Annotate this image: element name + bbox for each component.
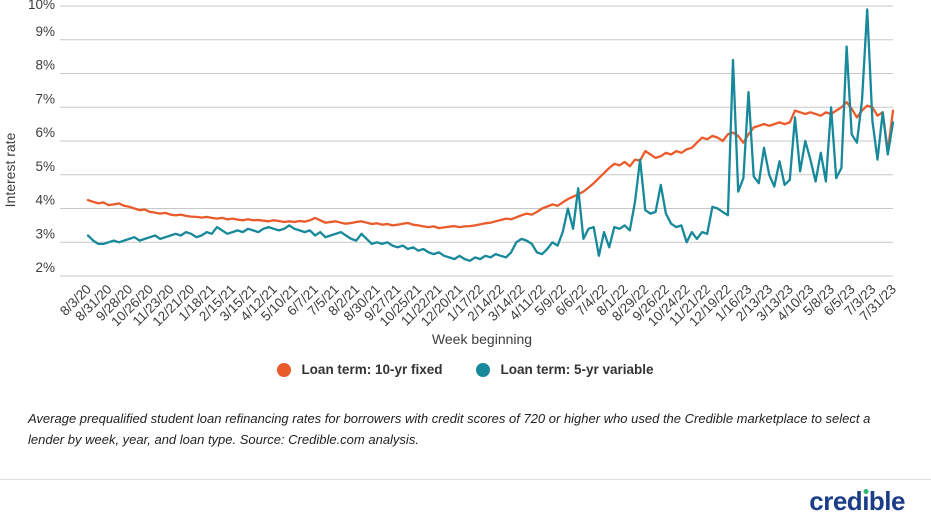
y-tick-label: 10% bbox=[28, 0, 55, 12]
y-tick-label: 7% bbox=[35, 91, 55, 106]
credible-logo-i: ı bbox=[862, 485, 869, 516]
y-tick-label: 3% bbox=[35, 226, 55, 241]
footer-logo-row: credı ble bbox=[0, 480, 931, 515]
y-tick-label: 9% bbox=[35, 24, 55, 39]
x-axis-title: Week beginning bbox=[432, 331, 532, 347]
legend-dot-teal-icon bbox=[476, 362, 491, 377]
legend-label-5yr-variable: Loan term: 5-yr variable bbox=[500, 362, 654, 377]
credible-logo-text-post: ble bbox=[868, 485, 906, 516]
credible-logo: credı ble bbox=[809, 488, 905, 514]
chart-footnote: Average prequalified student loan refina… bbox=[28, 411, 871, 447]
chart-legend: Loan term: 10-yr fixed Loan term: 5-yr v… bbox=[0, 362, 931, 377]
credible-logo-text-pre: cred bbox=[809, 485, 863, 516]
y-tick-label: 5% bbox=[35, 159, 55, 174]
legend-dot-orange-icon bbox=[277, 362, 292, 377]
y-tick-label: 6% bbox=[35, 125, 55, 140]
rates-line-chart: 2%3%4%5%6%7%8%9%10%8/3/208/31/209/28/201… bbox=[2, 0, 899, 347]
legend-item-5yr-variable: Loan term: 5-yr variable bbox=[476, 362, 654, 377]
legend-item-10yr-fixed: Loan term: 10-yr fixed bbox=[277, 362, 442, 377]
footer-divider bbox=[0, 478, 931, 480]
legend-label-10yr-fixed: Loan term: 10-yr fixed bbox=[301, 362, 443, 377]
y-tick-label: 4% bbox=[35, 193, 55, 208]
series-line-5yr-variable bbox=[86, 8, 895, 262]
series-line-10yr-fixed bbox=[86, 101, 895, 230]
credible-logo-green-dot-icon bbox=[863, 488, 869, 494]
y-tick-label: 8% bbox=[35, 58, 55, 73]
y-axis-title: Interest rate bbox=[2, 132, 18, 207]
y-tick-label: 2% bbox=[35, 260, 55, 275]
